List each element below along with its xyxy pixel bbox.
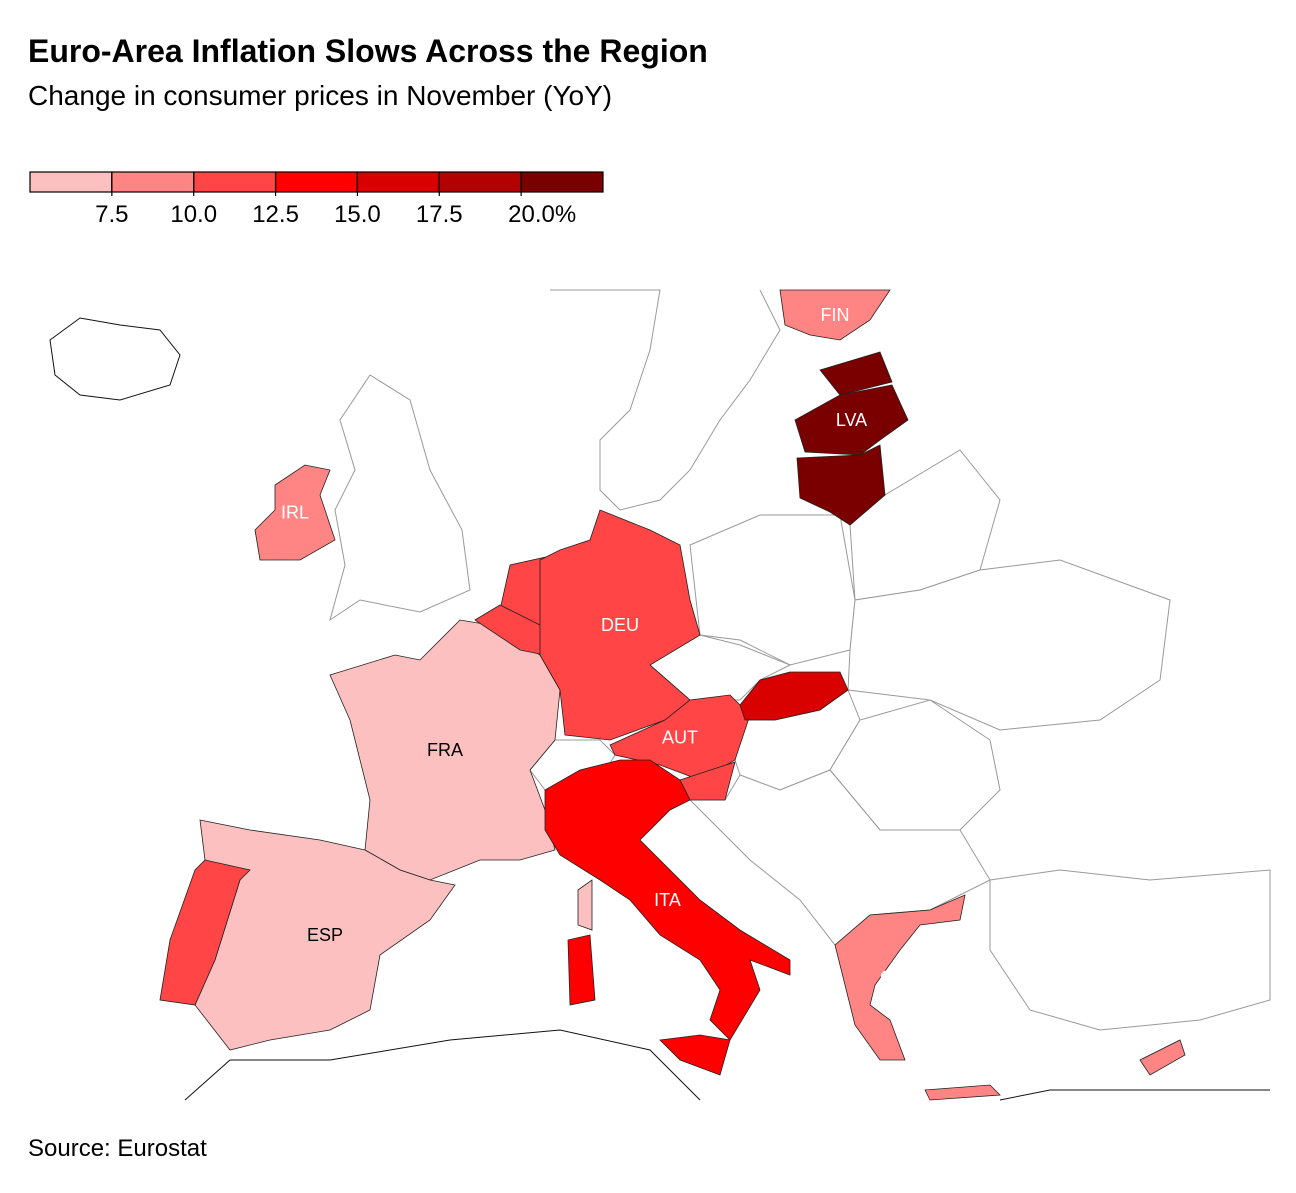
legend-swatch: [274, 171, 359, 193]
chart-title: Euro-Area Inflation Slows Across the Reg…: [28, 33, 708, 69]
great-britain: [329, 374, 471, 622]
ukraine: [847, 559, 1171, 731]
legend-tick-label: 7.5: [95, 201, 128, 228]
region-label: FRA: [427, 740, 463, 760]
legend-tick-label: 10.0: [170, 201, 217, 228]
region: [659, 1034, 731, 1076]
region: [577, 879, 593, 931]
region-label: ITA: [654, 890, 681, 910]
legend-swatch: [356, 171, 440, 193]
africa-coast: [184, 1029, 1270, 1101]
region: [924, 1084, 1001, 1101]
region: [794, 384, 909, 456]
legend-tick-label: 20.0%: [508, 201, 576, 228]
region-label: LVA: [836, 410, 867, 430]
region: [796, 444, 886, 526]
region-label: DEU: [601, 615, 639, 635]
legend-swatch: [193, 171, 277, 193]
region: [779, 289, 891, 341]
legend-tick-label: 15.0: [334, 201, 381, 228]
region: [834, 894, 966, 1061]
legend-swatch: [29, 171, 113, 193]
region: [1139, 1039, 1186, 1076]
region: [544, 759, 791, 1041]
region-label: ESP: [307, 925, 343, 945]
iceland: [49, 317, 181, 401]
legend-tick-label: 17.5: [416, 201, 463, 228]
base-map: [49, 289, 1271, 1101]
region: [567, 934, 596, 1006]
region-label: AUT: [662, 728, 698, 748]
region-labels: FRA ESP IRL DEU AUT ITA GRC FIN LVA: [281, 305, 920, 988]
region: [254, 464, 336, 561]
region-label: IRL: [281, 503, 309, 523]
chart-subtitle: Change in consumer prices in November (Y…: [28, 80, 612, 111]
legend-swatch: [111, 171, 195, 193]
region: [539, 509, 701, 741]
region: [159, 859, 251, 1006]
scandinavia: [550, 289, 781, 511]
region-label: FIN: [821, 305, 850, 325]
region: [819, 351, 893, 396]
source: Source: Eurostat: [28, 1135, 207, 1162]
region: [739, 671, 849, 721]
legend-tick-label: 12.5: [252, 201, 299, 228]
legend: 7.5 10.0 12.5 15.0 17.5 20.0%: [29, 171, 604, 228]
legend-swatch: [438, 171, 522, 193]
legend-swatch: [520, 171, 604, 193]
region-label: GRC: [880, 968, 920, 988]
turkey: [989, 869, 1271, 1031]
regions: [159, 289, 1186, 1101]
